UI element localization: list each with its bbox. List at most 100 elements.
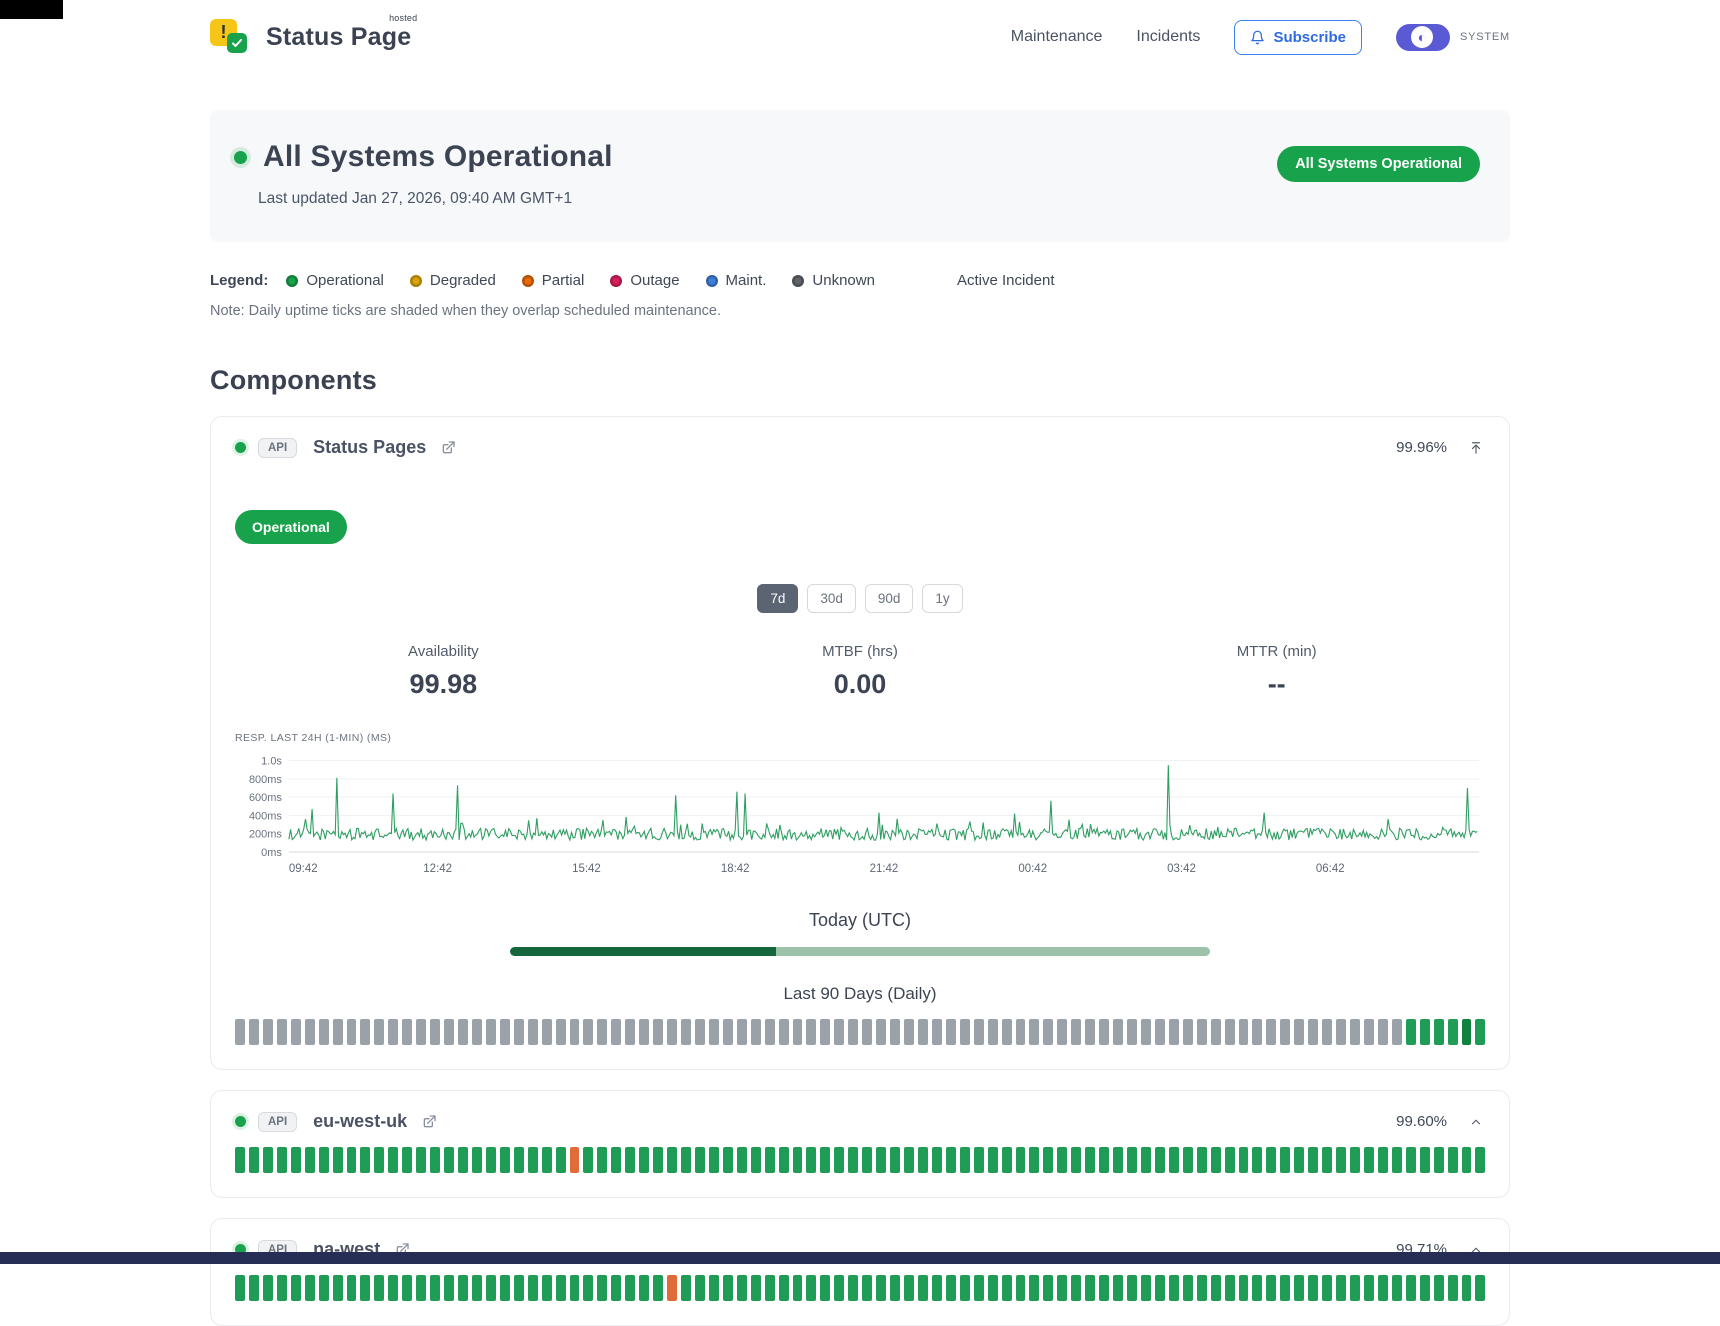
uptime-tick-operational[interactable]: [276, 1275, 287, 1301]
uptime-tick-operational[interactable]: [1377, 1275, 1388, 1301]
uptime-tick-operational[interactable]: [708, 1275, 719, 1301]
uptime-tick-operational[interactable]: [1461, 1147, 1472, 1173]
uptime-tick-operational[interactable]: [1099, 1275, 1110, 1301]
uptime-tick-operational[interactable]: [1140, 1275, 1151, 1301]
theme-toggle[interactable]: ◐: [1395, 23, 1450, 51]
expand-icon[interactable]: [1467, 1241, 1485, 1259]
uptime-tick-unknown[interactable]: [485, 1019, 496, 1045]
uptime-tick-operational[interactable]: [430, 1275, 441, 1301]
uptime-tick-operational[interactable]: [1405, 1019, 1416, 1045]
uptime-tick-unknown[interactable]: [513, 1019, 524, 1045]
uptime-tick-operational[interactable]: [485, 1147, 496, 1173]
uptime-tick-unknown[interactable]: [904, 1019, 914, 1045]
uptime-tick-operational[interactable]: [931, 1147, 942, 1173]
uptime-tick-unknown[interactable]: [346, 1019, 357, 1045]
uptime-tick-operational[interactable]: [917, 1147, 928, 1173]
uptime-tick-operational[interactable]: [541, 1275, 552, 1301]
uptime-tick-operational[interactable]: [653, 1147, 664, 1173]
uptime-tick-operational[interactable]: [304, 1275, 315, 1301]
uptime-tick-operational[interactable]: [527, 1147, 538, 1173]
uptime-tick-operational[interactable]: [569, 1275, 580, 1301]
uptime-tick-operational[interactable]: [235, 1147, 245, 1173]
uptime-tick-operational[interactable]: [1280, 1147, 1291, 1173]
uptime-tick-operational_dark[interactable]: [1461, 1019, 1472, 1045]
uptime-tick-operational[interactable]: [862, 1147, 873, 1173]
uptime-tick-operational[interactable]: [1085, 1147, 1096, 1173]
range-1y-button[interactable]: 1y: [922, 584, 963, 613]
uptime-tick-operational[interactable]: [736, 1147, 747, 1173]
uptime-tick-operational[interactable]: [1182, 1275, 1193, 1301]
uptime-tick-operational[interactable]: [1168, 1275, 1179, 1301]
uptime-tick-operational[interactable]: [597, 1147, 608, 1173]
uptime-tick-operational[interactable]: [973, 1147, 984, 1173]
uptime-tick-operational[interactable]: [235, 1275, 245, 1301]
uptime-tick-operational[interactable]: [1461, 1275, 1472, 1301]
range-90d-button[interactable]: 90d: [864, 584, 914, 613]
uptime-tick-unknown[interactable]: [1210, 1019, 1221, 1045]
uptime-tick-operational[interactable]: [834, 1147, 845, 1173]
uptime-tick-unknown[interactable]: [1140, 1019, 1151, 1045]
uptime-tick-operational[interactable]: [1294, 1147, 1305, 1173]
uptime-tick-unknown[interactable]: [1294, 1019, 1305, 1045]
uptime-tick-operational[interactable]: [262, 1275, 273, 1301]
uptime-tick-operational[interactable]: [890, 1147, 900, 1173]
uptime-tick-operational[interactable]: [806, 1147, 817, 1173]
uptime-tick-unknown[interactable]: [1238, 1019, 1249, 1045]
uptime-tick-operational[interactable]: [792, 1147, 803, 1173]
uptime-tick-operational[interactable]: [1057, 1275, 1068, 1301]
uptime-tick-operational[interactable]: [346, 1275, 357, 1301]
uptime-tick-unknown[interactable]: [597, 1019, 608, 1045]
uptime-tick-unknown[interactable]: [1280, 1019, 1291, 1045]
uptime-tick-operational[interactable]: [1210, 1147, 1221, 1173]
uptime-tick-operational[interactable]: [1405, 1275, 1416, 1301]
uptime-tick-operational[interactable]: [1238, 1147, 1249, 1173]
uptime-tick-unknown[interactable]: [304, 1019, 315, 1045]
uptime-tick-operational[interactable]: [722, 1275, 733, 1301]
uptime-tick-operational[interactable]: [1419, 1147, 1430, 1173]
uptime-tick-operational[interactable]: [318, 1275, 329, 1301]
uptime-tick-unknown[interactable]: [458, 1019, 468, 1045]
uptime-tick-operational[interactable]: [1350, 1275, 1360, 1301]
uptime-tick-operational[interactable]: [611, 1275, 622, 1301]
uptime-tick-operational[interactable]: [1447, 1147, 1458, 1173]
uptime-tick-operational[interactable]: [917, 1275, 928, 1301]
uptime-tick-operational[interactable]: [959, 1147, 970, 1173]
uptime-tick-unknown[interactable]: [1071, 1019, 1082, 1045]
uptime-tick-operational[interactable]: [1113, 1147, 1123, 1173]
uptime-tick-operational[interactable]: [764, 1275, 775, 1301]
uptime-tick-operational[interactable]: [402, 1147, 413, 1173]
uptime-tick-operational[interactable]: [402, 1275, 413, 1301]
range-7d-button[interactable]: 7d: [757, 584, 799, 613]
uptime-tick-operational[interactable]: [304, 1147, 315, 1173]
uptime-tick-unknown[interactable]: [318, 1019, 329, 1045]
uptime-tick-unknown[interactable]: [834, 1019, 845, 1045]
uptime-tick-unknown[interactable]: [862, 1019, 873, 1045]
uptime-tick-unknown[interactable]: [1391, 1019, 1402, 1045]
uptime-tick-unknown[interactable]: [360, 1019, 371, 1045]
uptime-tick-unknown[interactable]: [973, 1019, 984, 1045]
uptime-tick-operational[interactable]: [360, 1275, 371, 1301]
uptime-tick-operational[interactable]: [1127, 1147, 1137, 1173]
uptime-tick-operational[interactable]: [1085, 1275, 1096, 1301]
uptime-tick-unknown[interactable]: [1001, 1019, 1012, 1045]
uptime-tick-operational[interactable]: [527, 1275, 538, 1301]
uptime-tick-unknown[interactable]: [1113, 1019, 1123, 1045]
uptime-tick-unknown[interactable]: [1127, 1019, 1137, 1045]
uptime-tick-operational[interactable]: [1182, 1147, 1193, 1173]
uptime-tick-operational[interactable]: [1238, 1275, 1249, 1301]
uptime-tick-operational[interactable]: [388, 1147, 399, 1173]
uptime-tick-operational[interactable]: [820, 1275, 831, 1301]
uptime-tick-operational[interactable]: [611, 1147, 622, 1173]
uptime-tick-operational[interactable]: [1447, 1019, 1458, 1045]
uptime-tick-unknown[interactable]: [402, 1019, 413, 1045]
uptime-tick-unknown[interactable]: [1322, 1019, 1333, 1045]
uptime-tick-unknown[interactable]: [290, 1019, 301, 1045]
uptime-tick-operational[interactable]: [1252, 1147, 1263, 1173]
uptime-tick-operational[interactable]: [1336, 1147, 1346, 1173]
uptime-tick-operational[interactable]: [485, 1275, 496, 1301]
uptime-tick-operational[interactable]: [681, 1275, 691, 1301]
uptime-tick-unknown[interactable]: [722, 1019, 733, 1045]
uptime-tick-unknown[interactable]: [1196, 1019, 1207, 1045]
nav-incidents[interactable]: Incidents: [1136, 28, 1201, 45]
uptime-tick-unknown[interactable]: [890, 1019, 900, 1045]
